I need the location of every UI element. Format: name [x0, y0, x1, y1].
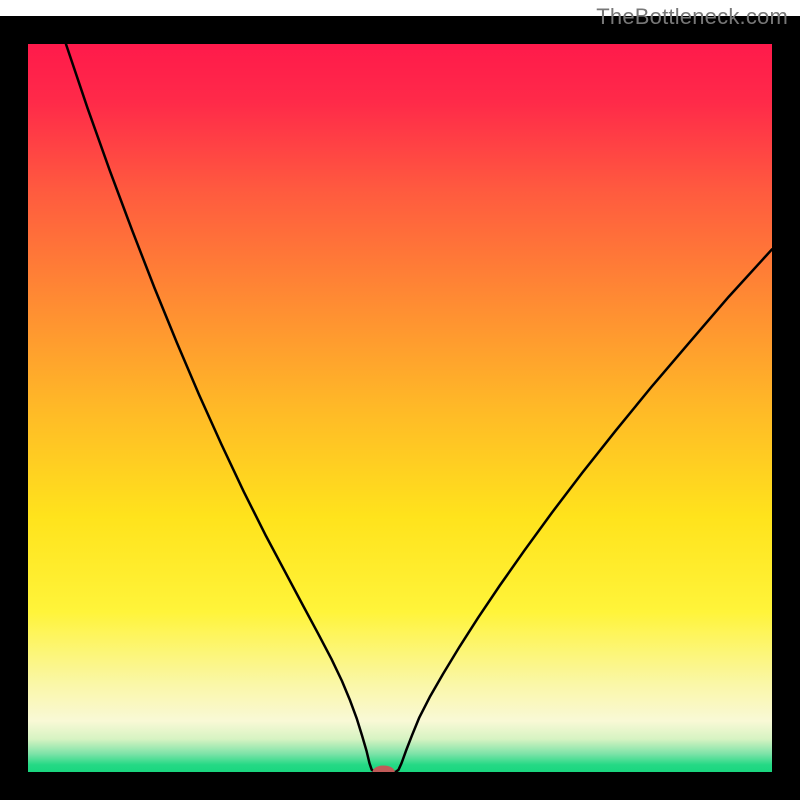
plot-background [28, 44, 772, 772]
watermark-text: TheBottleneck.com [596, 4, 788, 30]
chart-frame: TheBottleneck.com [0, 0, 800, 800]
bottleneck-chart [0, 0, 800, 800]
